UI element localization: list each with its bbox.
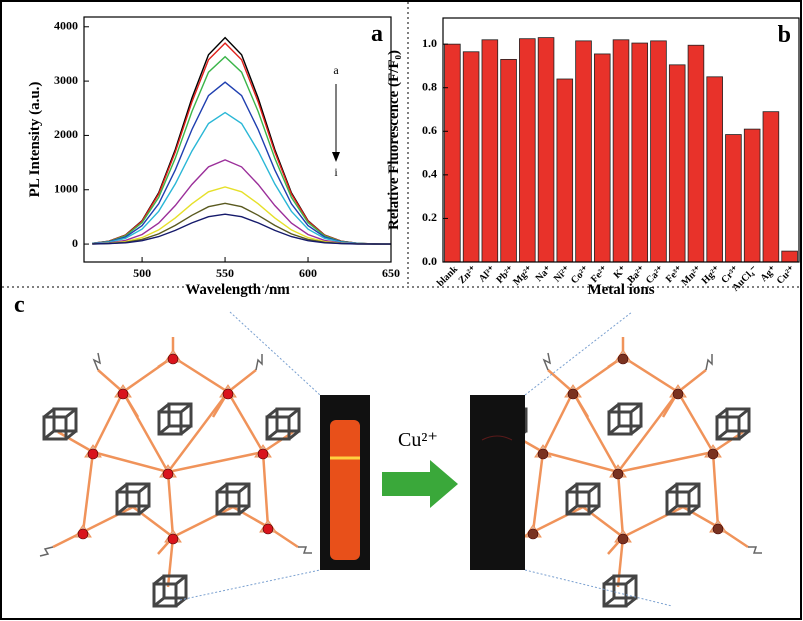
x-tick-label: 650 [382,266,400,280]
network-before [40,337,312,606]
x-tick-label: Al³⁺ [477,264,498,285]
bar [632,43,648,262]
bar [651,41,667,262]
x-tick-label: blank [435,264,460,289]
y-tick-label: 0.6 [422,123,437,137]
spectrum-line [92,57,391,244]
x-tick-label: Zn²⁺ [457,264,479,286]
x-tick-label: Ni²⁺ [552,264,573,285]
bar [538,38,554,262]
x-tick-label: 600 [299,266,317,280]
bar [782,251,798,262]
spectrum-line [92,203,391,244]
x-tick-label: Hg²⁺ [700,264,723,287]
bar [501,59,517,262]
y-tick-label: 2000 [54,127,78,141]
bar [444,44,460,262]
network-after [490,337,762,606]
y-tick-label: 0.0 [422,254,437,268]
annotation: i [334,165,338,179]
bar [707,77,723,262]
bar [463,52,479,262]
y-tick-label: 1000 [54,181,78,195]
annotation-arrowhead [332,152,340,162]
y-tick-label: 0.2 [422,210,437,224]
vial-glow [330,420,360,560]
bar [669,65,685,262]
x-tick-label: Mn²⁺ [679,264,703,288]
y-tick-label: 0 [72,236,78,250]
panel-label: c [14,292,25,318]
panel-c: c Cu²⁺ [14,292,762,606]
vial-after [470,395,525,570]
arrow-label: Cu²⁺ [398,429,438,451]
y-tick-label: 1.0 [422,36,437,50]
y-axis-title: Relative Fluorescence (F/F₀) [386,50,402,230]
annotation: a [333,63,339,77]
bar [688,45,704,262]
figure: c Cu²⁺ 500 550 600 650 a i 0 1000 2000 3000 4000 PL… [0,0,803,621]
x-tick-label: 550 [216,266,234,280]
spectrum-line [92,82,391,244]
bar [726,135,742,262]
y-axis-title: PL Intensity (a.u.) [27,82,43,198]
y-tick-label: 0.4 [422,167,437,181]
x-tick-label: Na⁺ [534,264,554,284]
bar [576,41,592,262]
x-axis-title: Wavelength /nm [185,282,290,298]
bar [744,129,760,262]
y-tick-label: 0.8 [422,79,437,93]
x-axis-title: Metal ions [587,282,654,298]
x-tick-label: 500 [133,266,151,280]
bar [613,40,629,262]
bar [594,54,610,262]
panel-label: b [778,22,791,48]
spectrum-line [92,38,391,245]
arrow [382,460,458,508]
zoom-lines [180,312,672,606]
y-tick-label: 4000 [54,19,78,33]
bar [482,40,498,262]
bar [557,79,573,262]
y-tick-label: 3000 [54,73,78,87]
x-tick-label: Cu²⁺ [775,264,798,287]
x-tick-label: Mg²⁺ [511,264,535,288]
bar [763,112,779,262]
panel-label: a [371,21,383,47]
plot-frame [84,17,391,262]
bar [519,39,535,262]
